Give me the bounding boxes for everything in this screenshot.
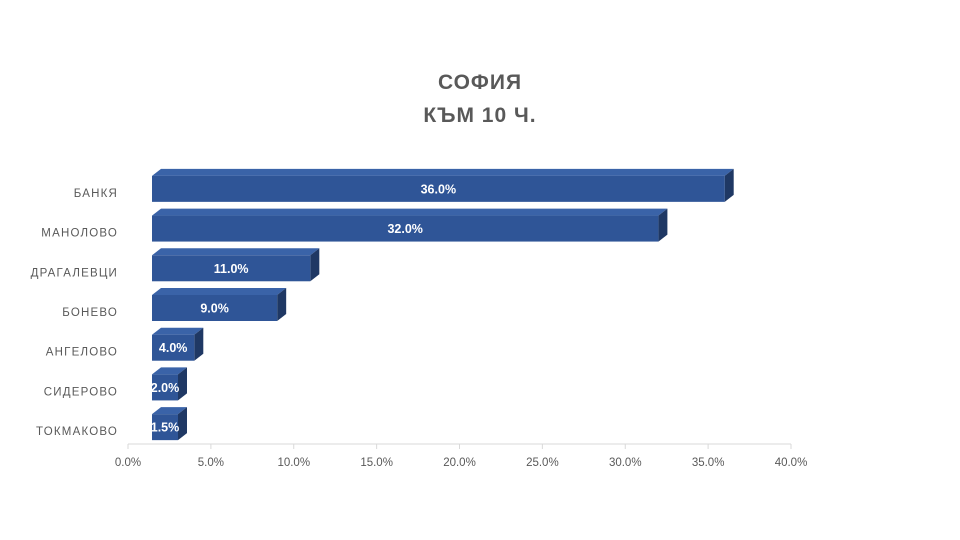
bar-top-face: [152, 248, 320, 256]
data-label: 1.5%: [151, 421, 180, 435]
bar-side-face: [178, 407, 187, 441]
chart-subtitle: КЪМ 10 Ч.: [423, 104, 537, 127]
data-label: 36.0%: [421, 182, 456, 196]
data-label: 11.0%: [214, 262, 249, 276]
category-label: АНГЕЛОВО: [46, 347, 118, 359]
category-label: ДРАГАЛЕВЦИ: [31, 267, 118, 279]
bar-side-face: [178, 367, 187, 401]
data-label: 2.0%: [151, 381, 180, 395]
x-tick-label: 20.0%: [443, 457, 476, 469]
bar-side-face: [724, 168, 734, 202]
x-tick-label: 25.0%: [526, 457, 559, 469]
x-tick-label: 35.0%: [692, 457, 725, 469]
bar-side-face: [194, 327, 204, 361]
chart-labels: 0.0% 5.0% 10.0% 15.0% 20.0% 25.0% 30.0% 35.0% 40…: [31, 182, 808, 469]
bar: [152, 215, 659, 242]
x-tick-label: 30.0%: [609, 457, 642, 469]
bar-top-face: [152, 288, 287, 295]
bar: [152, 374, 178, 401]
bar-top-face: [152, 407, 187, 415]
bar-top-face: [152, 168, 734, 176]
chart-axes: [127, 443, 792, 449]
bar-side-face: [310, 248, 320, 282]
data-label: 32.0%: [387, 222, 422, 236]
x-tick-label: 40.0%: [775, 457, 808, 469]
category-label: СИДЕРОВО: [44, 386, 118, 398]
bar-top-face: [152, 208, 668, 216]
bar-top-face: [152, 367, 187, 375]
x-tick-label: 0.0%: [115, 457, 141, 469]
chart-title: СОФИЯ: [437, 71, 523, 94]
bar: [152, 295, 278, 321]
bar: [152, 414, 178, 441]
bar-side-face: [277, 288, 287, 321]
bar-side-face: [658, 208, 668, 242]
chart-bars: [152, 168, 734, 441]
category-label: БОНЕВО: [62, 307, 118, 319]
x-tick-label: 10.0%: [277, 457, 310, 469]
bar-top-face: [152, 327, 204, 335]
category-label: МАНОЛОВО: [41, 228, 118, 240]
category-label: ТОКМАКОВО: [36, 426, 118, 438]
x-tick-label: 15.0%: [360, 457, 393, 469]
data-label: 9.0%: [200, 302, 229, 316]
data-label: 4.0%: [159, 341, 188, 355]
bar: [152, 175, 725, 202]
bar: [152, 334, 195, 361]
category-label: БАНКЯ: [74, 188, 118, 200]
bar: [152, 255, 311, 282]
x-tick-label: 5.0%: [198, 457, 224, 469]
